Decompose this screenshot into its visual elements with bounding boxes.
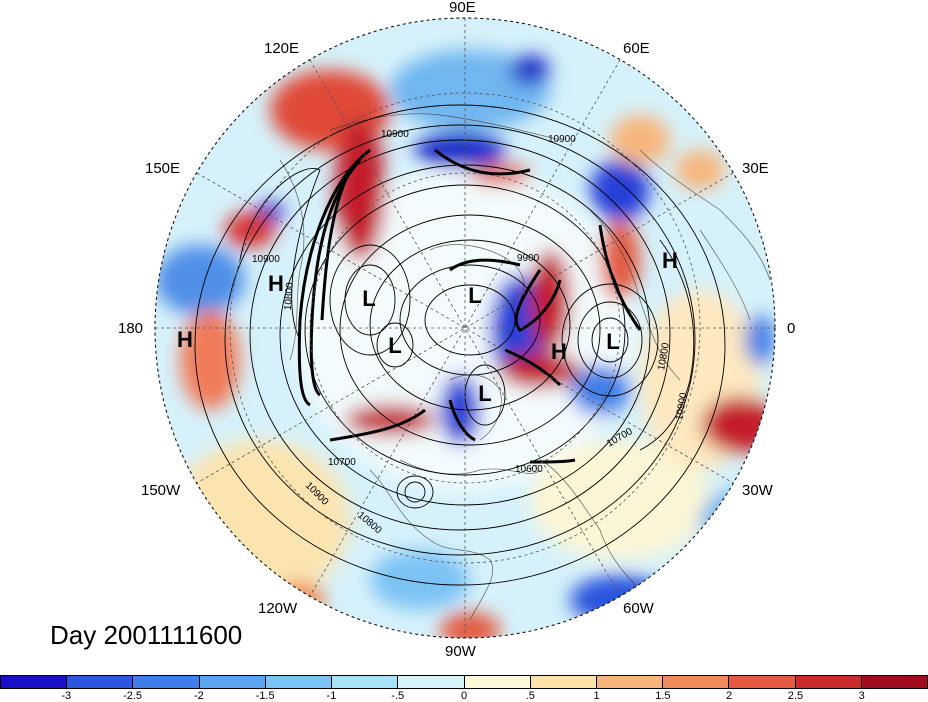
colorbar-tick-label: -2 [193,690,204,702]
pressure-center-label: L [388,333,401,358]
colorbar-segment [530,676,597,688]
jet-streams [297,148,642,464]
pressure-centers: H H L L L L H L H [177,248,678,406]
pressure-center-label: H [662,248,678,273]
colorbar-segment [133,676,200,688]
colorbar-tick-label: -3 [61,690,72,702]
contour-label: 10600 [515,464,543,475]
contour-label: 9900 [517,253,540,264]
lon-label-60w: 60W [623,600,654,617]
colorbar-segment [332,676,399,688]
colorbar-tick-label: -1.5 [255,690,275,702]
colorbar-segment [464,676,531,688]
colorbar-tick-label: 1.5 [655,690,671,702]
colorbar-segment [67,676,134,688]
contour-label: 10900 [381,129,409,140]
lon-label-90w: 90W [445,643,476,660]
pressure-center-label: H [177,327,193,352]
colorbar-segment [199,676,266,688]
graticule [155,18,775,638]
colorbar-tick-label: 0 [460,690,468,702]
colorbar-tick-label: 2.5 [787,690,804,702]
pressure-center-label: L [478,381,491,406]
colorbar-tick-label: -.5 [391,690,405,702]
lon-label-30e: 30E [742,160,769,177]
colorbar-segment [596,676,664,688]
colorbar-segment [861,676,928,688]
contour-label: 10900 [252,254,280,265]
contour-label: 10800 [656,342,672,372]
pressure-center-label: L [606,329,619,354]
colorbar-tick-label: 2 [726,690,733,702]
colorbar-segment [729,676,796,688]
pressure-center-label: H [551,339,567,364]
colorbar-tick-label: -2.5 [123,690,143,702]
lon-label-150w: 150W [141,482,181,499]
colorbar-segment [398,676,465,688]
colorbar-tick-label: 3 [858,690,865,702]
pressure-center-label: H [268,271,284,296]
day-label: Day 2001111600 [50,620,243,650]
contour-label: 10800 [283,282,296,311]
colorbar-segment [663,676,730,688]
map-border [154,17,776,639]
colorbar [0,675,928,689]
lon-label-60e: 60E [623,40,650,57]
pressure-center-label: L [468,283,481,308]
contour-label: 10900 [548,134,576,145]
colorbar-tick-label: -1 [326,690,337,702]
coastlines [279,113,771,621]
lon-label-180: 180 [118,320,144,337]
lon-label-150e: 150E [145,160,181,177]
colorbar-segment [795,676,862,688]
lon-label-120w: 120W [258,600,298,617]
colorbar-tick-label: 1 [593,690,600,702]
lon-label-0: 0 [787,320,796,337]
lon-label-120e: 120E [264,40,300,57]
height-contours [194,104,726,586]
pressure-center-label: L [362,286,375,311]
lon-label-90e: 90E [449,0,476,16]
colorbar-segment [265,676,333,688]
contour-label: 10700 [328,457,356,468]
contour-label: 10900 [674,391,690,421]
lon-label-30w: 30W [742,482,773,499]
colorbar-tick-label: .5 [525,690,535,702]
colorbar-segment [1,676,68,688]
